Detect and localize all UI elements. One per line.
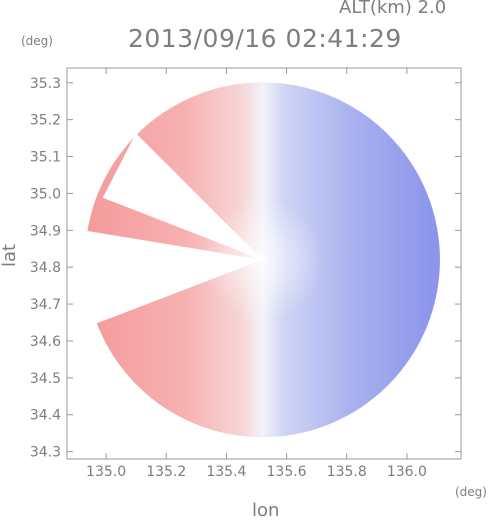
x-unit-label: (deg): [455, 485, 487, 499]
velocity-field: [80, 77, 440, 438]
y-tick-label: 35.1: [30, 150, 61, 166]
x-tick-label: 135.2: [146, 464, 186, 480]
y-tick-label: 34.3: [30, 445, 61, 461]
y-tick-label: 34.4: [30, 408, 61, 424]
y-tick-label: 35.0: [30, 186, 61, 202]
x-axis-ticks: 135.0 135.2 135.4 135.6 135.8 136.0: [86, 68, 427, 480]
y-tick-label: 34.5: [30, 371, 61, 387]
y-tick-label: 34.8: [30, 260, 61, 276]
x-axis-label: lon: [252, 500, 280, 521]
altitude-label: ALT(km) 2.0: [339, 0, 447, 18]
x-tick-label: 135.4: [206, 464, 246, 480]
no-echo-wedge: [80, 229, 263, 330]
y-tick-label: 35.3: [30, 76, 61, 92]
y-tick-label: 35.2: [30, 113, 61, 129]
y-axis-ticks: 34.3 34.4 34.5 34.6 34.7 34.8 34.9 35.0 35.1 35.2…: [30, 76, 461, 461]
y-tick-label: 34.9: [30, 223, 61, 239]
chart-title: 2013/09/16 02:41:29: [128, 24, 402, 53]
y-unit-label: (deg): [21, 34, 53, 48]
x-tick-label: 136.0: [387, 464, 427, 480]
x-tick-label: 135.0: [86, 464, 126, 480]
plot-frame: [66, 67, 462, 460]
x-tick-label: 135.8: [327, 464, 367, 480]
y-tick-label: 34.6: [30, 334, 61, 350]
x-tick-label: 135.6: [267, 464, 307, 480]
y-tick-label: 34.7: [30, 297, 61, 313]
no-echo-sector-top-left: [80, 77, 263, 260]
radar-site-marker: [259, 256, 266, 263]
